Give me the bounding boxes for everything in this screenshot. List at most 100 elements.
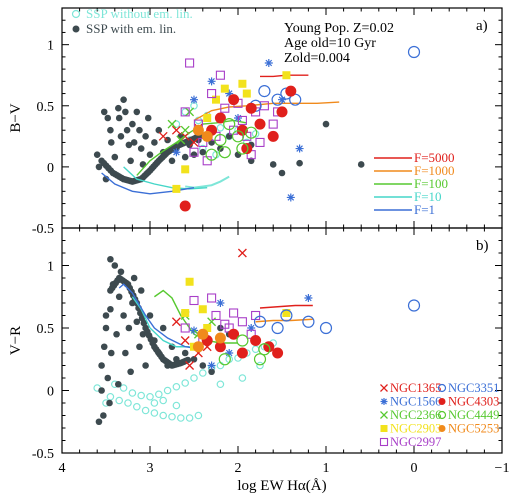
ssp-with-point — [199, 148, 207, 156]
ssp-without-point — [256, 361, 264, 370]
data-layer — [93, 45, 421, 212]
ssp-without-point — [190, 374, 198, 382]
ngc2997-point — [255, 137, 265, 147]
ssp-with-point — [137, 287, 145, 294]
ngc2997-point — [268, 119, 278, 129]
ssp-with-point — [104, 114, 112, 122]
legend-object-label: NGC1566 — [390, 395, 441, 409]
legend-track-label: F=100 — [414, 176, 448, 191]
ngc4303-point — [241, 143, 253, 155]
ssp-with-point — [137, 145, 145, 152]
ssp-with-point — [122, 108, 129, 116]
ngc4303-point — [276, 106, 288, 118]
ngc2997-point — [259, 101, 269, 111]
ngc2903-point — [203, 114, 212, 122]
ngc2903-point — [181, 309, 190, 317]
ssp-with-point — [125, 141, 133, 149]
x-tick-label: 3 — [147, 461, 154, 476]
ngc4303-point — [179, 200, 191, 212]
ngc1566-point — [190, 326, 198, 335]
ssp-without-point — [251, 130, 260, 138]
ssp-with-point — [322, 120, 330, 128]
legend-marker — [380, 384, 388, 392]
ngc2903-point — [203, 324, 212, 332]
ssp-with-point — [106, 399, 113, 407]
ssp-with-point — [100, 412, 107, 419]
ngc2997-point — [211, 310, 221, 321]
legend-object-label: NGC4303 — [448, 395, 499, 409]
ngc2997-point — [207, 293, 217, 303]
ngc4449-point — [236, 334, 249, 347]
ngc1365-point — [237, 248, 247, 258]
legend-label: SSP with em. lin. — [86, 21, 176, 36]
ssp-with-point — [151, 139, 158, 146]
legend-object-label: NGC5253 — [448, 422, 499, 436]
ngc1566-point — [172, 148, 181, 157]
legend-marker — [380, 425, 388, 432]
ssp-with-point — [142, 133, 149, 140]
ssp-without-point — [185, 414, 194, 422]
legend-object-label: NGC1365 — [390, 381, 441, 395]
legend-object-label: NGC2997 — [390, 435, 441, 449]
ssp-with-point — [115, 114, 123, 122]
ssp-without-point — [163, 386, 172, 395]
ssp-with-point — [199, 362, 207, 369]
ssp-without-point — [150, 409, 159, 417]
ngc2997-point — [237, 115, 247, 125]
ngc4449-point — [258, 343, 271, 356]
legend-track-label: F=1000 — [414, 163, 455, 178]
ngc2997-point — [189, 295, 199, 306]
annotation: Zold=0.004 — [284, 51, 350, 66]
ssp-with-point — [93, 151, 101, 158]
ssp-without-point — [172, 382, 181, 391]
legend-object-label: NGC2903 — [390, 422, 441, 436]
ngc2997-point — [180, 323, 190, 333]
ngc4449-point — [223, 118, 236, 131]
ssp-with-point — [155, 126, 163, 134]
legend-object-label: NGC2366 — [390, 408, 441, 422]
track-f-1 — [118, 283, 203, 350]
legend-marker — [379, 437, 389, 447]
y-tick-label: 0 — [47, 385, 54, 400]
ssp-with-point — [111, 262, 119, 269]
ngc1566-point — [264, 59, 273, 67]
track-f-100 — [153, 289, 238, 344]
ssp-with-point — [122, 349, 129, 357]
ngc5253-point — [201, 130, 213, 142]
ngc2997-point — [180, 107, 190, 117]
ssp-with-point — [129, 120, 136, 128]
panel-label: a) — [476, 18, 488, 34]
ssp-with-point — [117, 268, 125, 276]
ssp-with-point — [98, 387, 105, 394]
ngc2997-point — [215, 70, 225, 80]
ssp-with-point — [269, 161, 277, 168]
y-tick-label: 0.5 — [37, 100, 55, 115]
ngc4303-point — [236, 347, 248, 359]
ngc1566-point — [225, 349, 234, 357]
ssp-without-point — [238, 374, 247, 382]
ngc2903-point — [238, 79, 247, 88]
ssp-with-point — [208, 368, 215, 376]
ngc2903-point — [212, 95, 220, 104]
ssp-with-point — [159, 324, 167, 332]
ssp-without-point — [106, 392, 115, 401]
ssp-with-point — [102, 324, 110, 332]
ssp-with-point — [130, 274, 138, 282]
ngc3351-point — [319, 321, 333, 335]
ssp-without-point — [119, 384, 128, 392]
ngc3351-point — [253, 315, 267, 328]
ngc2997-point — [237, 317, 247, 327]
legend-track-label: F=10 — [414, 189, 442, 204]
x-tick-label: 0 — [411, 461, 418, 476]
ngc1566-point — [295, 144, 304, 153]
ssp-with-point — [107, 139, 115, 146]
ngc1566-point — [304, 294, 313, 302]
ssp-without-point — [172, 401, 181, 410]
ngc1365-point — [158, 131, 168, 141]
ssp-with-point — [138, 314, 146, 322]
ssp-with-point — [123, 126, 131, 134]
ssp-with-point — [115, 104, 122, 112]
y-tick-label: 0 — [47, 161, 54, 176]
ngc1566-point — [286, 193, 295, 202]
ngc4303-point — [285, 85, 297, 97]
